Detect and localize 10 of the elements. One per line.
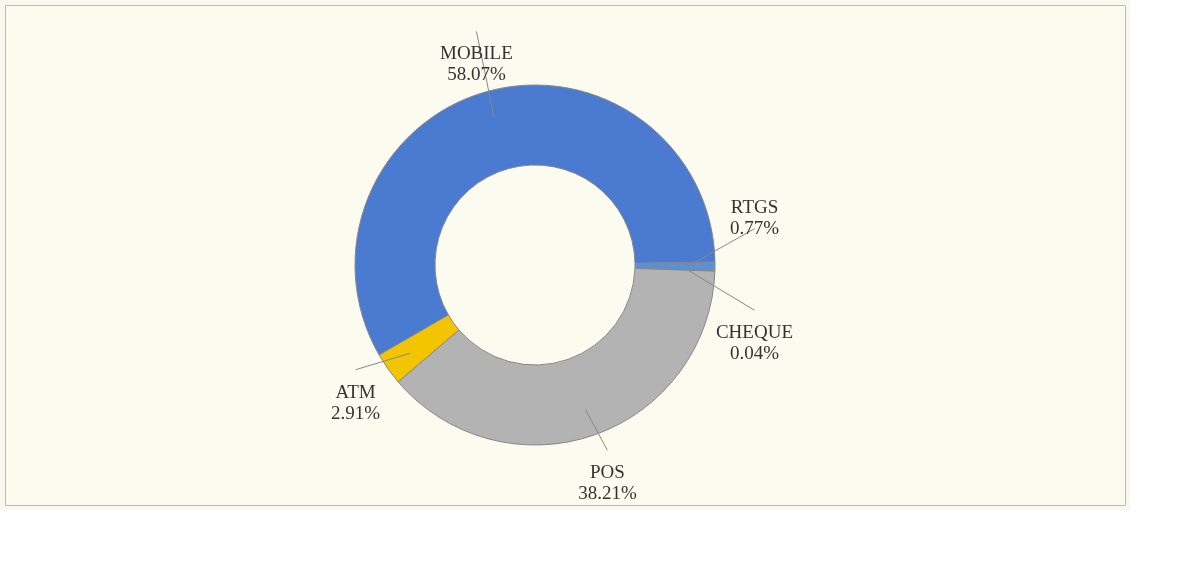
data-label: 38.21%: [578, 482, 637, 504]
slice-label: CHEQUE: [715, 321, 794, 343]
slice-label: POS: [589, 461, 625, 483]
data-label: 0.04%: [729, 342, 780, 364]
slice-label: RTGS: [730, 195, 779, 217]
slice-label: MOBILE: [440, 42, 513, 64]
slice-label: ATM: [335, 380, 376, 402]
data-label: 58.07%: [447, 63, 506, 85]
data-label: 0.77%: [730, 216, 780, 238]
data-label: 2.91%: [331, 401, 381, 423]
